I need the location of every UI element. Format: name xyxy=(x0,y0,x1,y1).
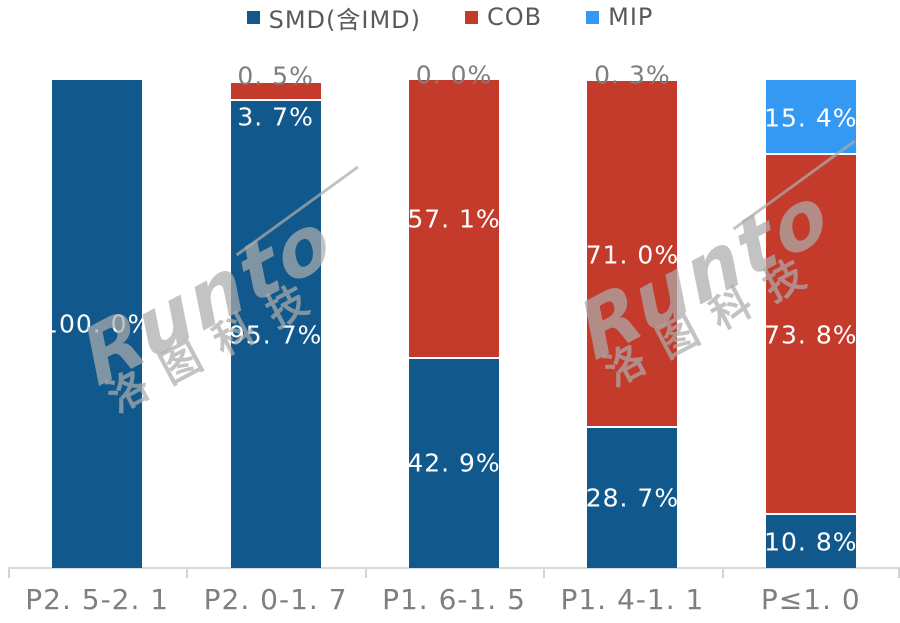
segment-COB-P2.0-1.7 xyxy=(230,82,321,101)
data-label-COB-P1.4-1.1: 71. 0% xyxy=(585,240,680,270)
legend-item-label: MIP xyxy=(608,3,654,31)
legend-item-label: COB xyxy=(487,3,543,31)
x-axis-label-P1.6-1.5: P1. 6-1. 5 xyxy=(382,583,526,616)
segment-COB-P1.6-1.5 xyxy=(409,80,499,359)
plot-area: 100. 0% P2. 5-2. 1 95. 7% 3. 7% 0. 5% P2. 0-1… xyxy=(0,61,900,616)
x-axis-tick xyxy=(721,569,724,578)
x-axis-tick xyxy=(364,569,367,578)
legend-item-1: COB xyxy=(465,3,542,31)
data-label-MIP-P≤1.0: 15. 4% xyxy=(764,103,858,133)
stacked-bar-P≤1.0: 10. 8% 73. 8% 15. 4% xyxy=(764,80,858,568)
data-label-SMD(含IMD)-P≤1.0: 10. 8% xyxy=(764,527,858,557)
data-label-SMD(含IMD)-P2.5-2.1: 100. 0% xyxy=(42,309,153,339)
segment-SMD(含IMD)-P2.5-2.1 xyxy=(52,80,143,568)
stacked-bar-P1.4-1.1: 28. 7% 71. 0% 0. 3% xyxy=(585,61,680,568)
data-label-SMD(含IMD)-P2.0-1.7: 95. 7% xyxy=(228,320,323,349)
legend-item-0: SMD(含IMD) xyxy=(246,0,422,35)
x-axis-tick xyxy=(543,569,546,578)
segment-MIP-P1.4-1.1 xyxy=(587,79,678,82)
x-axis-label-P2.5-2.1: P2. 5-2. 1 xyxy=(25,583,170,616)
data-label-COB-P≤1.0: 73. 8% xyxy=(764,320,858,350)
data-label-SMD(含IMD)-P1.6-1.5: 42. 9% xyxy=(407,448,501,478)
legend-swatch-smd xyxy=(246,10,260,24)
legend: SMD(含IMD) COB MIP xyxy=(0,0,900,35)
x-axis-line xyxy=(8,567,900,569)
data-label-MIP-P2.0-1.7: 0. 5% xyxy=(237,61,314,90)
x-axis-label-P1.4-1.1: P1. 4-1. 1 xyxy=(560,583,705,616)
segment-COB-P1.4-1.1 xyxy=(587,81,678,428)
segment-SMD(含IMD)-P≤1.0 xyxy=(765,515,856,568)
legend-swatch-mip xyxy=(586,10,600,24)
data-label-SMD(含IMD)-P1.4-1.1: 28. 7% xyxy=(585,483,680,513)
segment-MIP-P2.0-1.7 xyxy=(230,80,321,83)
stacked-bar-P2.0-1.7: 95. 7% 3. 7% 0. 5% xyxy=(228,61,323,568)
data-label-MIP-P1.4-1.1: 0. 3% xyxy=(594,60,671,90)
x-axis-tick xyxy=(186,569,189,578)
data-label-MIP-P1.6-1.5: 0. 0% xyxy=(415,60,493,90)
x-axis-label-P≤1.0: P≤1. 0 xyxy=(760,583,861,616)
legend-item-label: SMD(含IMD) xyxy=(268,5,422,34)
legend-item-2: MIP xyxy=(586,3,653,31)
x-axis-label-P2.0-1.7: P2. 0-1. 7 xyxy=(203,583,348,616)
data-label-COB-P1.6-1.5: 57. 1% xyxy=(407,204,501,234)
x-axis-tick xyxy=(898,569,900,578)
data-label-COB-P2.0-1.7: 3. 7% xyxy=(237,102,314,132)
stacked-bar-P2.5-2.1: 100. 0% xyxy=(42,80,151,568)
segment-SMD(含IMD)-P1.4-1.1 xyxy=(587,427,678,568)
segment-SMD(含IMD)-P1.6-1.5 xyxy=(409,358,499,568)
x-axis-tick xyxy=(8,569,10,578)
legend-swatch-cob xyxy=(465,10,479,24)
stacked-bar-P1.6-1.5: 42. 9% 57. 1% 0. 0% xyxy=(407,61,501,568)
